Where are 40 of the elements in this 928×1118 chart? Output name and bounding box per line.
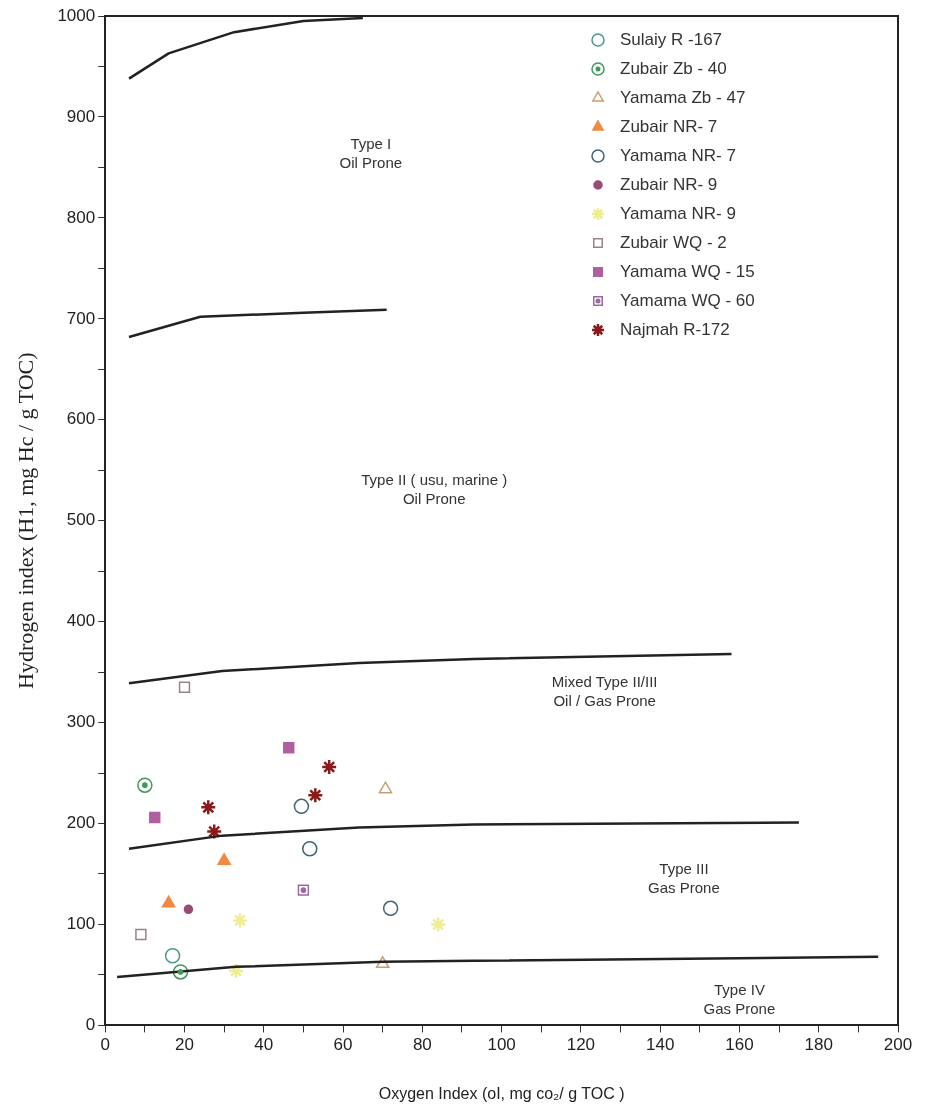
legend-label: Yamama Zb - 47 — [620, 87, 746, 107]
annotation: Type II ( usu, marine ) Oil Prone — [361, 471, 508, 508]
annotation: Type IV Gas Prone — [703, 980, 776, 1017]
x-tick-label: 120 — [566, 1035, 596, 1055]
annotation: Type I Oil Prone — [339, 134, 403, 171]
legend-label: Yamama WQ - 15 — [620, 261, 755, 281]
legend-label: Najmah R-172 — [620, 319, 730, 339]
y-tick-label: 0 — [85, 1015, 96, 1035]
y-tick-label: 300 — [66, 712, 96, 732]
legend-label: Yamama NR- 7 — [620, 145, 736, 165]
x-tick-label: 20 — [175, 1035, 194, 1055]
y-tick-label: 1000 — [57, 5, 96, 25]
y-tick-label: 800 — [66, 207, 96, 227]
y-tick-label: 600 — [66, 409, 96, 429]
x-tick-label: 160 — [725, 1035, 754, 1055]
x-tick-label: 100 — [487, 1035, 516, 1055]
x-tick-label: 180 — [804, 1035, 833, 1055]
x-tick-label: 140 — [645, 1035, 675, 1055]
y-tick-label: 500 — [66, 510, 96, 530]
x-tick-label: 40 — [254, 1035, 274, 1055]
legend-label: Yamama NR- 9 — [620, 203, 736, 223]
y-tick-label: 100 — [66, 914, 96, 934]
legend-label: Zubair NR- 9 — [620, 174, 718, 194]
legend-label: Yamama WQ - 60 — [620, 290, 755, 310]
y-tick-label: 700 — [66, 308, 96, 328]
x-tick-label: 60 — [333, 1035, 353, 1055]
legend-label: Zubair NR- 7 — [620, 116, 718, 136]
legend-label: Zubair WQ - 2 — [620, 232, 727, 252]
x-axis-title: Oxygen Index (oI, mg co₂/ g TOC ) — [378, 1084, 625, 1102]
legend-label: Zubair Zb - 40 — [620, 58, 727, 78]
y-tick-label: 200 — [66, 813, 96, 833]
y-axis-title: Hydrogen index (H1, mg Hc / g TOC) — [12, 352, 38, 689]
legend-label: Sulaiy R -167 — [620, 29, 723, 49]
x-tick-label: 80 — [412, 1035, 432, 1055]
annotation: Mixed Type II/III Oil / Gas Prone — [551, 672, 658, 709]
y-tick-label: 400 — [66, 611, 96, 631]
annotation: Type III Gas Prone — [648, 859, 720, 896]
y-tick-label: 900 — [66, 106, 96, 126]
x-tick-label: 200 — [883, 1035, 913, 1055]
x-tick-label: 0 — [100, 1035, 110, 1055]
